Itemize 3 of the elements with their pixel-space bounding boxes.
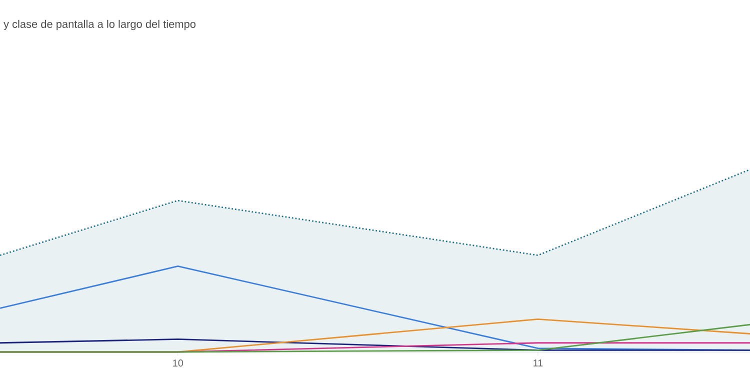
- chart-title: y clase de pantalla a lo largo del tiempo: [4, 20, 196, 30]
- x-tick-label: 10: [173, 360, 184, 367]
- x-tick-label: 11: [534, 360, 543, 366]
